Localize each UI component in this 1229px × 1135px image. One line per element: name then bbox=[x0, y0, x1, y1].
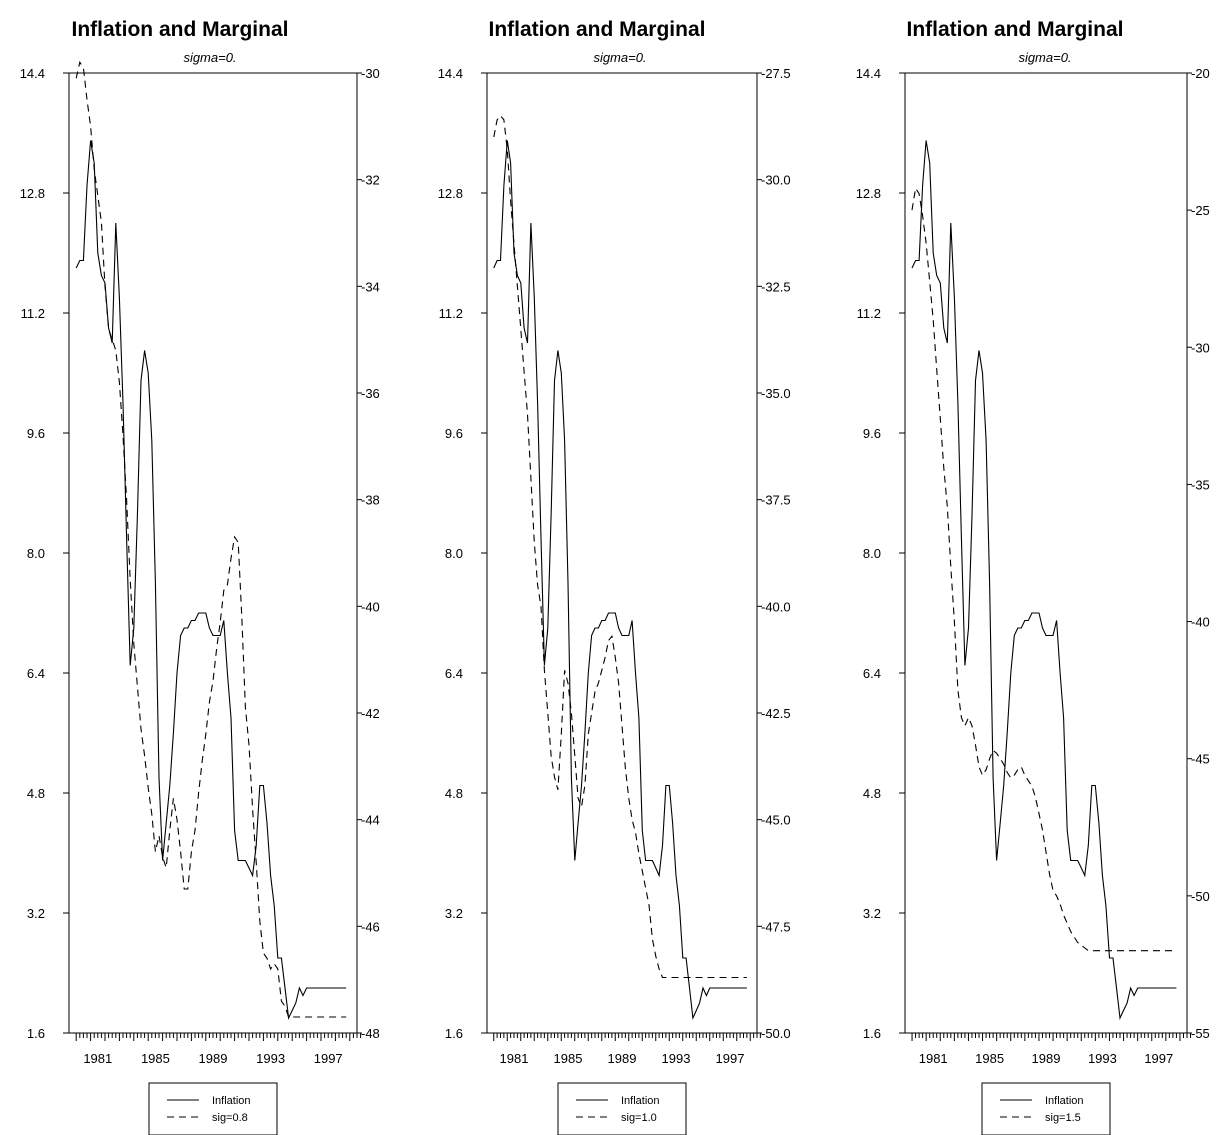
legend-label: sig=0.8 bbox=[212, 1112, 248, 1124]
right-tick-label: -42.5 bbox=[761, 706, 791, 721]
right-tick-label: -32 bbox=[361, 173, 380, 188]
legend-box bbox=[557, 1082, 687, 1135]
left-tick-label: 6.4 bbox=[863, 666, 881, 681]
chart-subtitle: sigma=0. bbox=[593, 50, 646, 65]
series-line-marginal bbox=[493, 114, 747, 979]
left-tick-label: 6.4 bbox=[27, 666, 45, 681]
chart-title: Inflation and Marginal bbox=[906, 18, 1123, 41]
chart-title: Inflation and Marginal bbox=[71, 18, 288, 41]
series-line-inflation bbox=[911, 140, 1177, 1020]
left-tick-label: 12.8 bbox=[438, 186, 463, 201]
left-tick-label: 11.2 bbox=[21, 306, 45, 321]
x-tick-label: 1985 bbox=[975, 1051, 1004, 1066]
left-tick-label: 8.0 bbox=[445, 546, 463, 561]
left-tick-label: 12.8 bbox=[20, 186, 45, 201]
right-tick-label: -40 bbox=[1191, 615, 1210, 630]
left-tick-label: 1.6 bbox=[445, 1026, 463, 1041]
x-tick-label: 1989 bbox=[199, 1051, 228, 1066]
right-tick-label: -35.0 bbox=[761, 386, 791, 401]
x-tick-label: 1997 bbox=[314, 1051, 343, 1066]
left-tick-label: 8.0 bbox=[27, 546, 45, 561]
left-tick-label: 12.8 bbox=[856, 186, 881, 201]
chart-panel-2: Inflation and Marginal sigma=0. 1.6 3.2 4.8 6… bbox=[438, 18, 791, 1135]
left-tick-label: 11.2 bbox=[439, 306, 463, 321]
right-tick-label: -25 bbox=[1191, 203, 1210, 218]
left-tick-label: 3.2 bbox=[27, 906, 45, 921]
left-tick-label: 4.8 bbox=[27, 786, 45, 801]
legend-box bbox=[148, 1082, 278, 1135]
x-tick-label: 1981 bbox=[500, 1051, 529, 1066]
legend-label: Inflation bbox=[212, 1095, 251, 1107]
right-tick-label: -45 bbox=[1191, 752, 1210, 767]
x-tick-label: 1989 bbox=[608, 1051, 637, 1066]
left-tick-label: 9.6 bbox=[445, 426, 463, 441]
x-tick-label: 1985 bbox=[141, 1051, 170, 1066]
left-tick-label: 3.2 bbox=[445, 906, 463, 921]
right-tick-label: -36 bbox=[361, 386, 380, 401]
x-tick-label: 1985 bbox=[554, 1051, 583, 1066]
plot-frame bbox=[904, 72, 1188, 1034]
left-tick-label: 4.8 bbox=[445, 786, 463, 801]
right-tick-label: -30.0 bbox=[761, 173, 791, 188]
left-tick-label: 4.8 bbox=[863, 786, 881, 801]
right-tick-label: -55 bbox=[1191, 1026, 1210, 1041]
left-tick-label: 3.2 bbox=[863, 906, 881, 921]
left-tick-label: 8.0 bbox=[863, 546, 881, 561]
left-tick-label: 9.6 bbox=[863, 426, 881, 441]
x-tick-label: 1981 bbox=[83, 1051, 112, 1066]
left-tick-label: 14.4 bbox=[438, 66, 463, 81]
chart-panel-3: Inflation and Marginal sigma=0. 1.6 3.2 4.8 6… bbox=[856, 18, 1210, 1135]
series-line-inflation bbox=[75, 140, 347, 1020]
left-tick-label: 9.6 bbox=[27, 426, 45, 441]
right-tick-label: -50 bbox=[1191, 889, 1210, 904]
x-tick-label: 1981 bbox=[919, 1051, 948, 1066]
x-tick-label: 1993 bbox=[662, 1051, 691, 1066]
x-tick-label: 1993 bbox=[256, 1051, 285, 1066]
chart-panel-1: Inflation and Marginal sigma=0. 1.6 3.2 4.8 6… bbox=[20, 18, 380, 1135]
right-tick-label: -30 bbox=[1191, 340, 1210, 355]
legend-label: Inflation bbox=[1045, 1095, 1084, 1107]
legend-box bbox=[981, 1082, 1111, 1135]
right-tick-label: -40.0 bbox=[761, 599, 791, 614]
x-tick-label: 1993 bbox=[1088, 1051, 1117, 1066]
right-tick-label: -45.0 bbox=[761, 813, 791, 828]
x-tick-label: 1997 bbox=[716, 1051, 745, 1066]
left-tick-label: 11.2 bbox=[857, 306, 881, 321]
series-line-marginal bbox=[75, 60, 347, 1018]
left-tick-label: 14.4 bbox=[20, 66, 45, 81]
plot-frame bbox=[68, 72, 358, 1034]
right-tick-label: -30 bbox=[361, 66, 380, 81]
legend-label: sig=1.5 bbox=[1045, 1112, 1081, 1124]
chart-subtitle: sigma=0. bbox=[1018, 50, 1071, 65]
right-tick-label: -37.5 bbox=[761, 493, 791, 508]
left-tick-label: 6.4 bbox=[445, 666, 463, 681]
x-tick-label: 1997 bbox=[1144, 1051, 1173, 1066]
plot-frame bbox=[486, 72, 758, 1034]
right-tick-label: -32.5 bbox=[761, 279, 791, 294]
right-tick-label: -47.5 bbox=[761, 919, 791, 934]
chart-subtitle: sigma=0. bbox=[183, 50, 236, 65]
right-tick-label: -40 bbox=[361, 599, 380, 614]
right-tick-label: -48 bbox=[361, 1026, 380, 1041]
right-tick-label: -50.0 bbox=[761, 1026, 791, 1041]
x-tick-label: 1989 bbox=[1032, 1051, 1061, 1066]
right-tick-label: -44 bbox=[361, 813, 380, 828]
right-tick-label: -42 bbox=[361, 706, 380, 721]
left-tick-label: 14.4 bbox=[856, 66, 881, 81]
series-line-inflation bbox=[493, 140, 747, 1021]
chart-title: Inflation and Marginal bbox=[488, 18, 705, 41]
legend-label: sig=1.0 bbox=[621, 1112, 657, 1124]
left-tick-label: 1.6 bbox=[27, 1026, 45, 1041]
right-tick-label: -20 bbox=[1191, 66, 1210, 81]
series-line-marginal bbox=[911, 186, 1177, 952]
right-tick-label: -27.5 bbox=[761, 66, 791, 81]
right-tick-label: -35 bbox=[1191, 477, 1210, 492]
legend-label: Inflation bbox=[621, 1095, 660, 1107]
right-tick-label: -34 bbox=[361, 279, 380, 294]
right-tick-label: -38 bbox=[361, 493, 380, 508]
left-tick-label: 1.6 bbox=[863, 1026, 881, 1041]
right-tick-label: -46 bbox=[361, 919, 380, 934]
